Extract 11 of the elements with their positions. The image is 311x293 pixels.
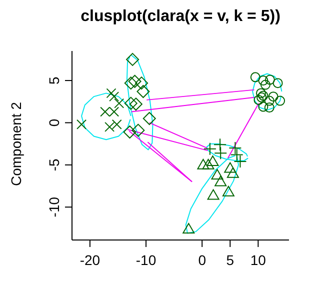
y-axis-title: Component 2 xyxy=(8,100,24,188)
y-tick-label: -5 xyxy=(46,158,62,172)
x-tick-label: 10 xyxy=(250,252,266,268)
y-tick-label: -10 xyxy=(46,196,62,218)
chart-title: clusplot(clara(x = v, k = 5)) xyxy=(80,8,282,26)
y-tick-label: 5 xyxy=(46,76,62,84)
x-tick-label: -20 xyxy=(80,252,100,268)
x-tick-label: 0 xyxy=(198,252,206,268)
y-tick-label: 0 xyxy=(46,118,62,127)
x-tick-label: -10 xyxy=(136,252,156,268)
x-tick-label: 5 xyxy=(226,252,234,268)
